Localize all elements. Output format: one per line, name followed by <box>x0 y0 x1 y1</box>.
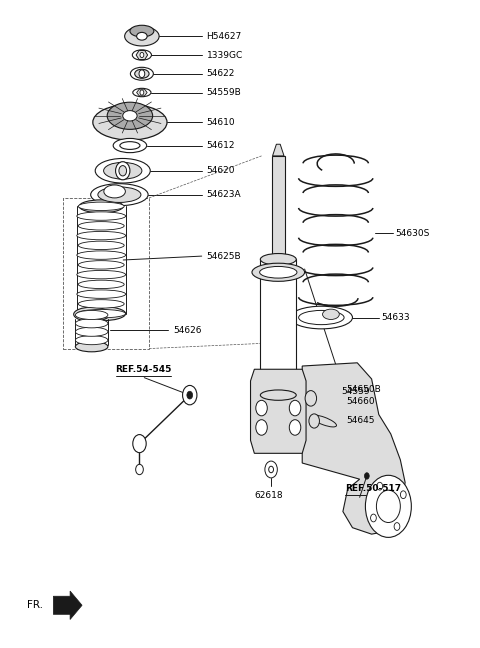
Ellipse shape <box>120 142 140 150</box>
Circle shape <box>289 400 301 416</box>
Ellipse shape <box>131 67 154 80</box>
Ellipse shape <box>252 263 305 281</box>
Ellipse shape <box>135 69 149 78</box>
Ellipse shape <box>104 185 125 198</box>
Text: 54630S: 54630S <box>396 229 430 238</box>
Ellipse shape <box>116 162 130 179</box>
Ellipse shape <box>77 212 126 220</box>
Circle shape <box>394 523 400 530</box>
Circle shape <box>140 90 144 95</box>
Ellipse shape <box>78 241 124 249</box>
Circle shape <box>364 473 369 479</box>
Text: 54612: 54612 <box>206 141 235 150</box>
Ellipse shape <box>78 222 124 230</box>
Polygon shape <box>136 51 148 60</box>
Polygon shape <box>137 89 147 96</box>
Ellipse shape <box>74 307 109 321</box>
Circle shape <box>305 391 317 406</box>
Ellipse shape <box>75 341 108 352</box>
Circle shape <box>400 491 406 498</box>
Text: REF.54-545: REF.54-545 <box>116 365 172 374</box>
Ellipse shape <box>77 270 126 279</box>
Ellipse shape <box>299 310 344 325</box>
Circle shape <box>182 386 197 405</box>
Ellipse shape <box>78 260 124 269</box>
Ellipse shape <box>91 183 148 205</box>
Ellipse shape <box>130 25 154 37</box>
Ellipse shape <box>290 307 352 329</box>
Ellipse shape <box>77 290 126 298</box>
Ellipse shape <box>260 266 297 278</box>
Bar <box>272 156 285 259</box>
Text: 54650B: 54650B <box>346 386 381 395</box>
Ellipse shape <box>98 187 141 202</box>
Text: 54626: 54626 <box>173 326 202 335</box>
Text: 54559: 54559 <box>341 388 370 397</box>
Text: 54623A: 54623A <box>206 190 241 199</box>
Ellipse shape <box>123 111 137 121</box>
Text: 54625B: 54625B <box>206 251 241 260</box>
Ellipse shape <box>311 415 336 427</box>
Circle shape <box>376 490 400 522</box>
Ellipse shape <box>104 163 142 179</box>
Ellipse shape <box>75 327 108 336</box>
Text: 62618: 62618 <box>254 491 283 500</box>
Bar <box>260 259 296 395</box>
Ellipse shape <box>260 390 296 400</box>
Circle shape <box>133 435 146 453</box>
Ellipse shape <box>75 336 108 345</box>
Circle shape <box>371 514 376 522</box>
Ellipse shape <box>119 166 127 176</box>
Circle shape <box>377 482 383 490</box>
Circle shape <box>139 70 145 78</box>
Ellipse shape <box>78 280 124 288</box>
Ellipse shape <box>77 251 126 259</box>
Ellipse shape <box>77 231 126 240</box>
Ellipse shape <box>93 104 167 140</box>
Polygon shape <box>302 363 405 534</box>
Ellipse shape <box>77 307 126 321</box>
Ellipse shape <box>95 159 150 183</box>
Ellipse shape <box>107 102 153 130</box>
Circle shape <box>136 465 144 475</box>
Circle shape <box>269 467 274 473</box>
Text: 54660: 54660 <box>346 397 375 406</box>
Ellipse shape <box>133 88 151 97</box>
Text: 54622: 54622 <box>206 69 235 78</box>
Circle shape <box>256 420 267 435</box>
Circle shape <box>365 475 411 537</box>
Text: 54645: 54645 <box>346 417 375 426</box>
Text: 54610: 54610 <box>206 118 235 127</box>
Text: H54627: H54627 <box>206 32 242 41</box>
Ellipse shape <box>125 27 159 46</box>
Circle shape <box>309 414 320 428</box>
Text: REF.50-517: REF.50-517 <box>345 485 401 493</box>
Ellipse shape <box>78 299 124 308</box>
Text: 54559B: 54559B <box>206 88 241 97</box>
Text: 54620: 54620 <box>206 167 235 175</box>
Circle shape <box>256 400 267 416</box>
Polygon shape <box>53 591 82 619</box>
Text: FR.: FR. <box>27 600 43 610</box>
Circle shape <box>187 391 192 399</box>
Ellipse shape <box>113 139 147 153</box>
Circle shape <box>140 52 144 58</box>
Ellipse shape <box>323 309 339 319</box>
Ellipse shape <box>260 253 296 265</box>
Polygon shape <box>251 369 306 454</box>
Text: 54633: 54633 <box>381 313 410 322</box>
Ellipse shape <box>132 50 152 60</box>
Ellipse shape <box>75 319 108 328</box>
Polygon shape <box>273 145 284 156</box>
Text: 1339GC: 1339GC <box>206 51 243 60</box>
Circle shape <box>289 420 301 435</box>
Circle shape <box>265 461 277 478</box>
Ellipse shape <box>77 310 126 318</box>
Ellipse shape <box>75 310 108 319</box>
Ellipse shape <box>78 202 124 211</box>
Ellipse shape <box>79 200 123 213</box>
Ellipse shape <box>137 32 147 40</box>
